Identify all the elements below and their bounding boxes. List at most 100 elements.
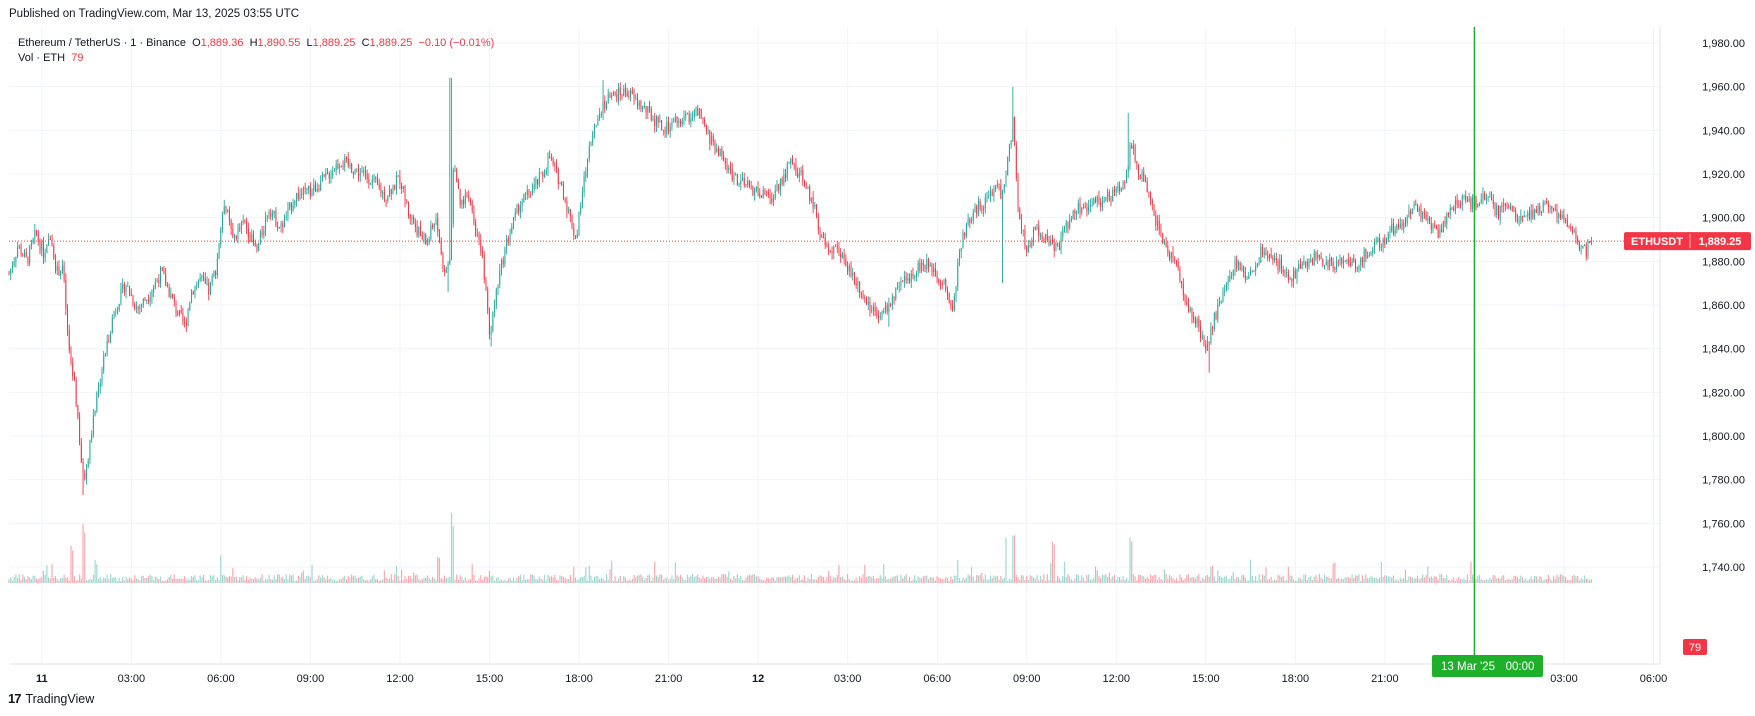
- volume-bar: [1571, 575, 1574, 583]
- candle-body: [134, 304, 136, 309]
- volume-bar: [1320, 577, 1322, 583]
- volume-bar: [674, 562, 676, 583]
- volume-bar: [859, 576, 861, 583]
- candle-body: [449, 259, 451, 265]
- volume-bar: [1497, 577, 1500, 583]
- candle-body: [1575, 231, 1577, 239]
- volume-bar: [1341, 578, 1343, 583]
- volume-bar: [1408, 576, 1410, 583]
- candle-body: [1249, 272, 1251, 276]
- volume-bar: [118, 577, 120, 583]
- candle-body: [874, 306, 876, 313]
- candle-body: [704, 119, 706, 126]
- candle-body: [1210, 327, 1212, 344]
- candle-body: [1339, 257, 1341, 263]
- volume-bar: [154, 576, 156, 583]
- candle-body: [1093, 198, 1095, 204]
- volume-bar: [1236, 577, 1238, 583]
- candle-body: [623, 88, 625, 96]
- candle-body: [1547, 203, 1549, 208]
- volume-bar: [1317, 580, 1319, 583]
- volume-bar: [339, 579, 341, 583]
- candle-body: [8, 274, 10, 276]
- volume-bar: [1337, 577, 1339, 583]
- volume-bar: [147, 576, 150, 583]
- low-label: L: [306, 37, 313, 49]
- candle-body: [251, 234, 253, 242]
- volume-bar: [500, 579, 503, 583]
- candle-body: [583, 176, 585, 192]
- candle-body: [1303, 261, 1305, 265]
- volume-bar: [1416, 575, 1419, 583]
- volume-bar: [1387, 576, 1389, 583]
- volume-bar: [1570, 580, 1572, 583]
- candle-body: [1179, 268, 1181, 281]
- candle-body: [27, 256, 29, 264]
- volume-bar: [1032, 577, 1035, 583]
- candle-body: [191, 291, 193, 303]
- candle-body: [795, 164, 797, 174]
- candle-body: [995, 186, 997, 190]
- candle-body: [945, 279, 947, 290]
- volume-bar: [151, 576, 153, 583]
- candle-body: [94, 410, 96, 416]
- volume-bar: [602, 578, 604, 583]
- volume-bar: [416, 574, 418, 583]
- volume-bar: [1385, 575, 1388, 583]
- volume-bar: [790, 577, 792, 583]
- candle-body: [397, 176, 399, 177]
- volume-bar: [1139, 574, 1141, 583]
- time-tick-label: 18:00: [565, 673, 593, 685]
- candle-body: [785, 174, 787, 178]
- candle-body: [1286, 272, 1288, 273]
- volume-bar: [982, 578, 985, 583]
- candle-body: [618, 87, 620, 101]
- candle-body: [46, 245, 48, 253]
- tradingview-logo[interactable]: 17 TradingView: [8, 691, 94, 706]
- volume-bar: [549, 576, 551, 583]
- candle-body: [1048, 240, 1050, 246]
- volume-bar: [1212, 565, 1214, 583]
- volume-bar: [1055, 580, 1057, 583]
- volume-bar: [1039, 576, 1042, 583]
- volume-bar: [468, 579, 470, 583]
- candle-body: [1448, 213, 1450, 215]
- volume-bar: [1003, 577, 1005, 583]
- volume-bar: [1172, 578, 1174, 583]
- volume-bar: [89, 579, 91, 583]
- candle-body: [869, 301, 871, 311]
- candle-body: [1305, 261, 1307, 263]
- volume-bar: [153, 579, 155, 583]
- volume-bar: [1523, 580, 1525, 583]
- volume-bar: [1377, 578, 1379, 583]
- volume-bar: [130, 578, 132, 583]
- volume-bar: [1094, 566, 1097, 583]
- volume-bar: [1503, 574, 1505, 583]
- volume-bar: [369, 579, 372, 583]
- candle-body: [1141, 172, 1143, 180]
- candle-body: [921, 262, 923, 272]
- volume-bar: [1582, 579, 1584, 583]
- volume-bar: [366, 579, 368, 583]
- candle-body: [1076, 210, 1078, 215]
- volume-bar: [1225, 575, 1227, 583]
- volume-bar: [1564, 577, 1567, 583]
- candle-body: [116, 309, 118, 312]
- candle-body: [244, 220, 246, 222]
- candle-body: [1551, 206, 1553, 209]
- volume-label[interactable]: Vol · ETH: [18, 52, 66, 64]
- candle-body: [1580, 248, 1582, 250]
- candle-body: [883, 310, 885, 313]
- volume-bar: [215, 580, 217, 583]
- volume-bar: [357, 577, 360, 583]
- volume-bar: [402, 579, 404, 583]
- volume-bar: [413, 572, 415, 583]
- symbol-name[interactable]: Ethereum / TetherUS · 1 · Binance: [18, 37, 186, 49]
- candle-body: [1516, 218, 1518, 222]
- candle-body: [337, 164, 339, 168]
- volume-bar: [175, 578, 177, 583]
- volume-bar: [359, 576, 361, 583]
- candle-body: [1005, 175, 1007, 185]
- candle-body: [850, 265, 852, 276]
